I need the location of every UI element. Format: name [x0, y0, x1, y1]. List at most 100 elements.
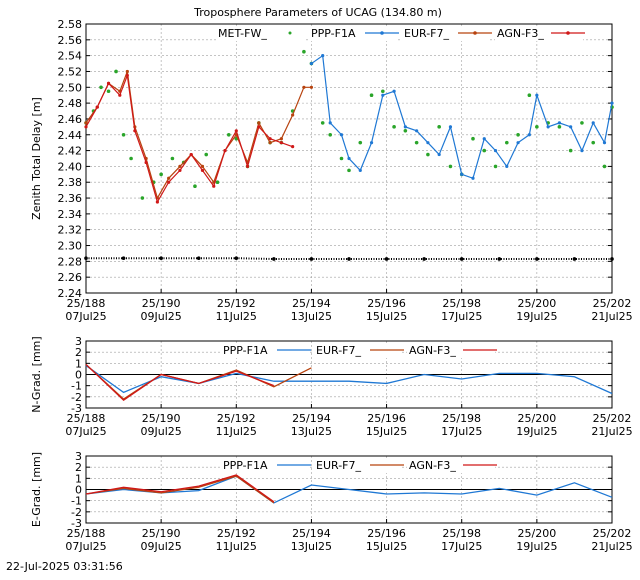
x-tick-label: 07Jul25	[65, 540, 106, 553]
plot-frame	[85, 23, 613, 294]
point-agn-f3	[144, 160, 148, 165]
point-met-fw	[159, 172, 163, 177]
y-tick-label: 2.56	[58, 34, 83, 47]
legend-marker-met-fw	[288, 31, 292, 35]
point-met-fw	[347, 168, 351, 173]
point-met-fw	[392, 125, 396, 129]
point-agn-f3	[133, 129, 137, 133]
x-tick-label: 17Jul25	[441, 540, 482, 553]
x-tick-label: 25/190	[142, 527, 181, 540]
x-tick-label: 25/196	[367, 527, 406, 540]
y-tick-label: 2.48	[58, 97, 83, 110]
y-tick-label: 2.36	[58, 192, 83, 205]
legend-bg	[314, 459, 402, 473]
y-tick-label: 3	[75, 450, 82, 463]
point-agn-f3	[189, 152, 193, 157]
y-tick-label: 2.28	[58, 255, 83, 268]
point-ppp-f1a	[415, 129, 419, 133]
point-ppp-f1a	[369, 141, 374, 145]
x-tick-label: 25/200	[518, 297, 557, 310]
point-agn-f3	[106, 81, 111, 85]
x-tick-label: 25/194	[292, 412, 331, 425]
series-line-ppp-f1a	[85, 475, 613, 504]
y-tick-label: 0	[75, 484, 82, 497]
point-eur-f7	[309, 85, 314, 89]
legend-bg	[221, 459, 309, 473]
y-tick-label: 2.32	[58, 224, 83, 237]
series-line-eur-f7	[85, 475, 275, 504]
y-tick-label: 2.46	[58, 113, 83, 126]
y-tick-label: 2.50	[58, 81, 83, 94]
y-tick-label: 2.38	[58, 176, 83, 189]
series-line-met-base	[86, 257, 612, 260]
y-tick-label: 3	[75, 335, 82, 348]
point-met-fw	[568, 148, 573, 153]
plot-frame	[85, 455, 613, 524]
point-met-fw	[99, 85, 103, 90]
legend-bg	[407, 344, 495, 358]
y-tick-label: 1	[75, 357, 82, 370]
x-tick-label: 21Jul25	[591, 540, 632, 553]
point-ppp-f1a	[569, 125, 573, 129]
x-tick-label: 09Jul25	[141, 310, 182, 323]
point-ppp-f1a	[437, 152, 441, 157]
point-ppp-f1a	[392, 89, 396, 93]
point-ppp-f1a	[358, 168, 362, 172]
point-met-fw	[535, 125, 539, 129]
point-eur-f7	[279, 137, 283, 141]
x-tick-label: 21Jul25	[591, 425, 632, 438]
point-ppp-f1a	[339, 133, 344, 137]
point-agn-f3	[178, 168, 182, 172]
x-tick-label: 07Jul25	[65, 310, 106, 323]
x-tick-label: 25/196	[367, 412, 406, 425]
legend-label-ppp-f1a: PPP-F1A	[223, 344, 268, 357]
legend-bg	[495, 27, 583, 41]
point-met-fw	[403, 129, 408, 133]
chart-title: Troposphere Parameters of UCAG (134.80 m…	[193, 6, 442, 19]
x-tick-label: 25/194	[292, 297, 331, 310]
x-tick-label: 07Jul25	[65, 425, 106, 438]
point-agn-f3	[125, 73, 129, 78]
point-eur-f7	[268, 141, 272, 145]
point-met-fw	[426, 152, 430, 157]
point-eur-f7	[167, 176, 171, 180]
x-tick-label: 25/198	[442, 527, 481, 540]
legend-label-agn-f3: AGN-F3_	[409, 344, 456, 357]
point-ppp-f1a	[309, 61, 314, 66]
point-ppp-f1a	[321, 54, 325, 58]
y-axis-label: Zenith Total Delay [m]	[30, 97, 43, 220]
y-tick-label: 2.34	[58, 208, 83, 221]
point-ppp-f1a	[328, 121, 332, 125]
point-ppp-f1a	[610, 101, 614, 105]
point-met-base	[610, 257, 614, 261]
point-ppp-f1a	[516, 141, 520, 145]
y-tick-label: -3	[71, 517, 82, 530]
legend-label-agn-f3: AGN-F3_	[497, 27, 544, 40]
point-met-fw	[580, 121, 584, 125]
x-tick-label: 11Jul25	[216, 540, 257, 553]
point-met-fw	[129, 156, 133, 161]
point-met-fw	[193, 184, 197, 188]
point-agn-f3	[234, 129, 238, 133]
point-ppp-f1a	[493, 148, 498, 153]
point-eur-f7	[125, 69, 129, 74]
x-tick-label: 25/188	[67, 412, 106, 425]
series-line-ppp-f1a	[85, 365, 613, 395]
legend-label-ppp-f1a: PPP-F1A	[223, 459, 268, 472]
y-tick-label: 2.42	[58, 145, 83, 158]
point-met-fw	[482, 148, 487, 153]
point-met-fw	[557, 125, 562, 129]
legend-bg	[309, 27, 397, 41]
y-tick-label: -1	[71, 495, 82, 508]
y-tick-label: 2.44	[58, 129, 83, 142]
point-agn-f3	[223, 148, 227, 153]
point-ppp-f1a	[505, 164, 509, 169]
x-tick-label: 17Jul25	[441, 425, 482, 438]
point-ppp-f1a	[426, 141, 430, 145]
series-line-agn-f3	[85, 474, 275, 503]
x-tick-label: 25/192	[217, 527, 256, 540]
timestamp: 22-Jul-2025 03:31:56	[6, 560, 123, 573]
legend-bg	[407, 459, 495, 473]
